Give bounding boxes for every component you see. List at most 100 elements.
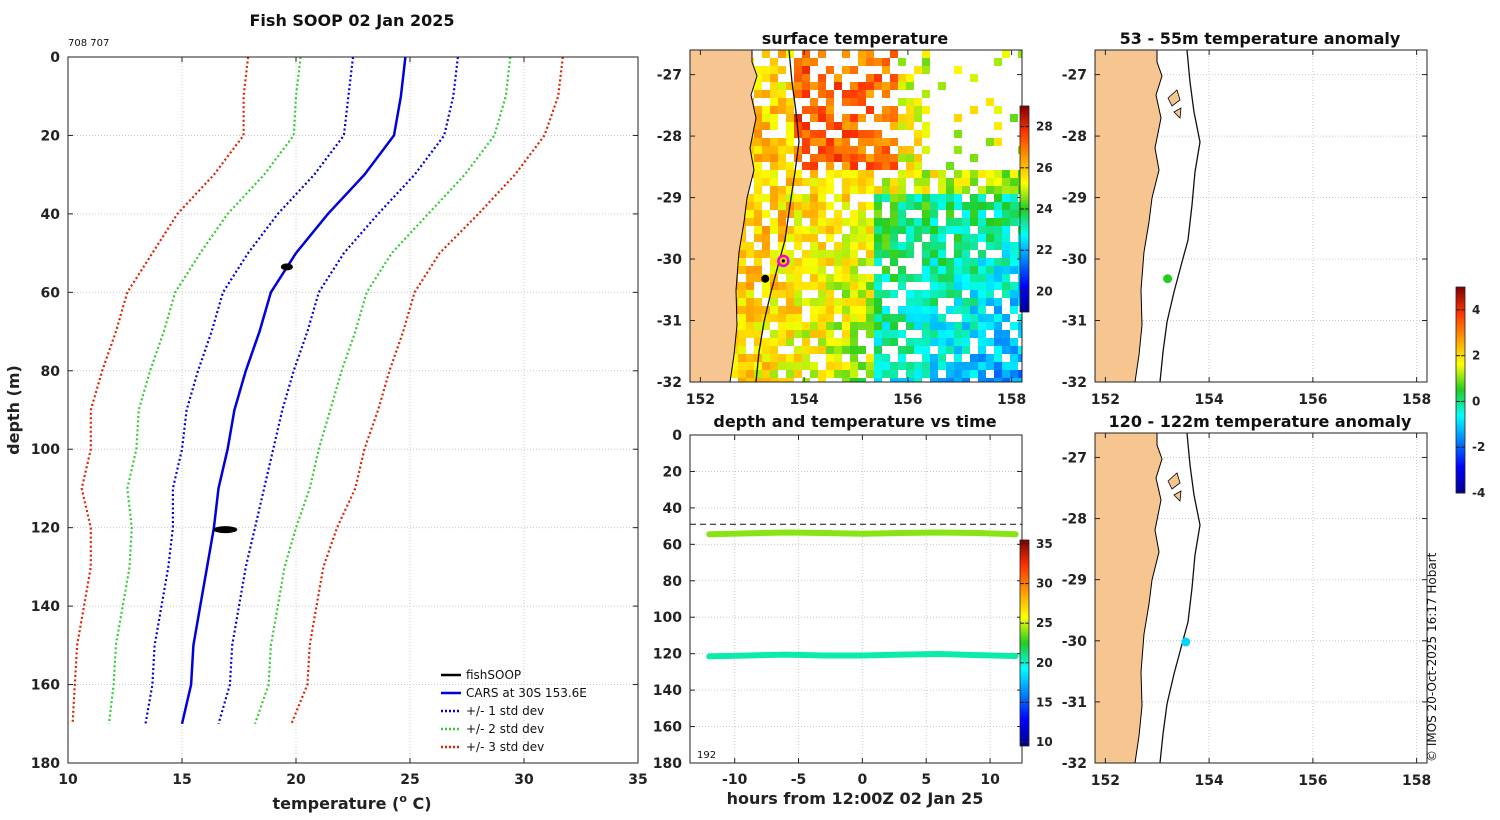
sst-cell: [994, 186, 1002, 194]
sst-cell: [786, 130, 794, 138]
sst-cell: [850, 378, 858, 382]
sst-cell: [730, 370, 738, 378]
sst-cell: [994, 298, 1002, 306]
sst-cell: [874, 74, 882, 82]
sst-cell: [930, 314, 938, 322]
sst-cell: [866, 202, 874, 210]
sst-cell: [946, 226, 954, 234]
sst-cell: [810, 202, 818, 210]
sst-cell: [850, 322, 858, 330]
profile-xtick-label: 10: [58, 772, 78, 788]
sst-cell: [834, 218, 842, 226]
sst-cell: [770, 298, 778, 306]
sst-cell: [898, 186, 906, 194]
sst-cell: [906, 298, 914, 306]
sst-cell: [938, 338, 946, 346]
sst-cell: [754, 322, 762, 330]
sst-cell: [874, 306, 882, 314]
sst-cell: [922, 202, 930, 210]
anom-deep-ytick-label: -27: [1062, 450, 1087, 466]
sst-cell: [986, 234, 994, 242]
sst-cell: [1002, 282, 1010, 290]
sst-cell: [842, 178, 850, 186]
sst-cell: [978, 354, 986, 362]
sst-cell: [1010, 362, 1018, 370]
sst-cell: [770, 194, 778, 202]
sst-cell: [754, 250, 762, 258]
sst-cell: [786, 338, 794, 346]
sst-cell: [1002, 50, 1010, 58]
sst-cell: [834, 298, 842, 306]
sst-cell: [866, 234, 874, 242]
sst-cell: [882, 146, 890, 154]
sst-cell: [986, 258, 994, 266]
ts-ytick-label: 0: [672, 428, 682, 444]
sst-cell: [898, 250, 906, 258]
sst-cell: [994, 178, 1002, 186]
sst-cell: [954, 290, 962, 298]
sst-cell: [802, 202, 810, 210]
ts-series-shallow: [706, 529, 1019, 538]
sst-cell: [962, 346, 970, 354]
sst-cell: [946, 258, 954, 266]
sst-cell: [906, 218, 914, 226]
sst-cell: [770, 186, 778, 194]
ts-xtick-label: 10: [980, 772, 1000, 788]
sst-cell: [802, 266, 810, 274]
legend-2std: +/- 2 std dev: [466, 722, 544, 736]
sst-cell: [842, 362, 850, 370]
sst-cell: [962, 178, 970, 186]
sst-cell: [858, 50, 866, 58]
ts-cbar-label: 15: [1036, 695, 1053, 709]
sst-cell: [818, 202, 826, 210]
sst-cell: [770, 226, 778, 234]
sst-cell: [930, 354, 938, 362]
sst-cell: [786, 306, 794, 314]
sst-cell: [770, 306, 778, 314]
sst-cell: [738, 298, 746, 306]
sst-cell: [794, 290, 802, 298]
sst-cell: [786, 170, 794, 178]
sst-cell: [802, 346, 810, 354]
sst-cell: [1002, 234, 1010, 242]
sst-cell: [794, 306, 802, 314]
sst-cell: [914, 98, 922, 106]
profile-xlabel: temperature (o C): [272, 792, 431, 813]
sst-cell: [906, 234, 914, 242]
sst-cell: [970, 330, 978, 338]
sst-cell: [906, 98, 914, 106]
sst-cell: [746, 322, 754, 330]
sst-cell: [922, 186, 930, 194]
profile-ytick-label: 160: [31, 678, 60, 694]
sst-cell: [994, 266, 1002, 274]
sst-cell: [738, 322, 746, 330]
sst-cell: [762, 370, 770, 378]
sst-cell: [738, 242, 746, 250]
sst-cell: [922, 170, 930, 178]
sst-cell: [850, 354, 858, 362]
sst-cell: [842, 250, 850, 258]
sst-cell: [770, 106, 778, 114]
anom-deep-ytick-label: -30: [1062, 634, 1088, 650]
sst-cell: [810, 314, 818, 322]
sst-cell: [994, 258, 1002, 266]
sst-cell: [770, 202, 778, 210]
sst-cell: [834, 346, 842, 354]
sst-cell: [954, 362, 962, 370]
sst-cell: [778, 266, 786, 274]
sst-cell: [858, 322, 866, 330]
credit-text: © IMOS 20-Oct-2025 16:17 Hobart: [1425, 552, 1439, 762]
sst-cell: [810, 362, 818, 370]
sst-cell: [826, 298, 834, 306]
sst-cell: [890, 82, 898, 90]
sst-cell: [954, 178, 962, 186]
sst-cell: [906, 170, 914, 178]
sst-cell: [802, 354, 810, 362]
sst-cell: [858, 242, 866, 250]
sst-cell: [762, 146, 770, 154]
sst-cell: [890, 314, 898, 322]
sst-cell: [866, 258, 874, 266]
sst-cell: [834, 242, 842, 250]
sst-cell: [850, 66, 858, 74]
sst-cell: [954, 218, 962, 226]
